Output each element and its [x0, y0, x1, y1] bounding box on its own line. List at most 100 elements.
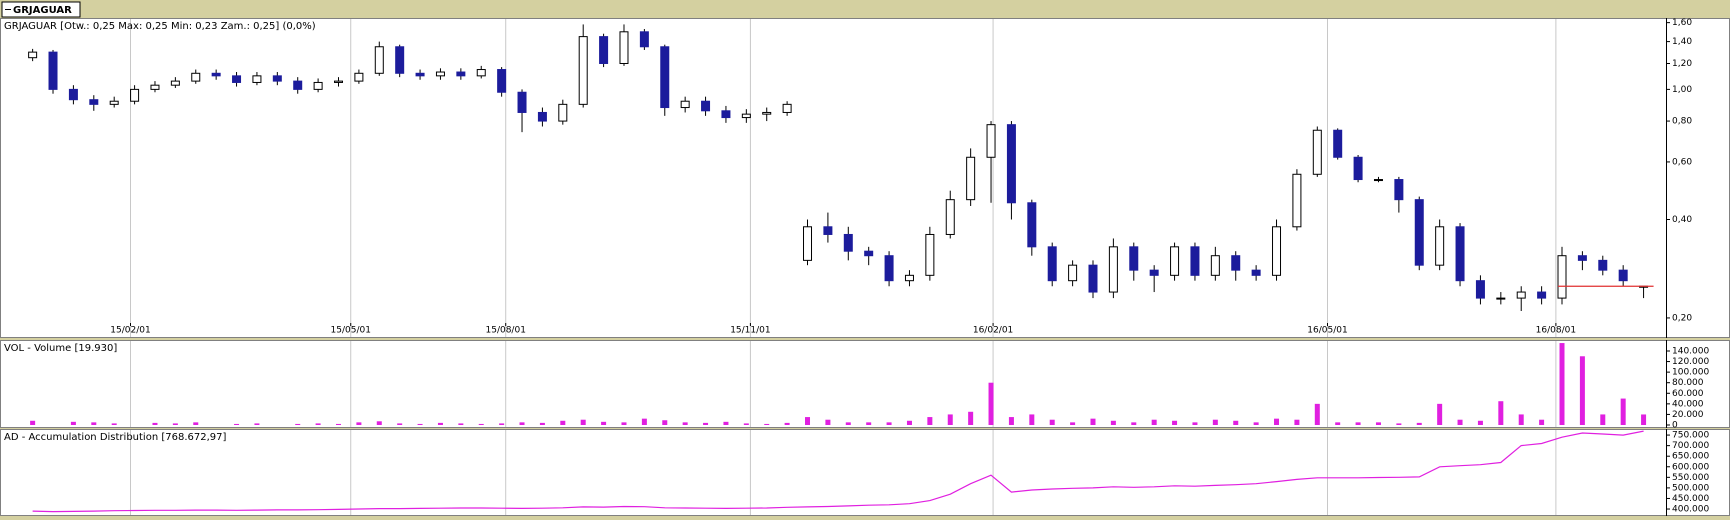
- candle-body: [28, 51, 38, 59]
- volume-bar: [621, 422, 627, 425]
- candle-body: [170, 80, 180, 86]
- volume-bar: [805, 417, 811, 425]
- tab[interactable]: GRJAGUAR: [1, 1, 81, 18]
- candle-body: [1027, 202, 1037, 248]
- candle-body: [211, 72, 221, 77]
- volume-bar: [1253, 422, 1259, 425]
- y-tick-label: 1,60: [1672, 18, 1692, 28]
- candle-body: [1557, 255, 1567, 299]
- candle-body: [1149, 269, 1159, 276]
- candle-body: [272, 75, 282, 82]
- candle-body: [1414, 199, 1424, 266]
- volume-bar: [70, 421, 76, 425]
- y-tick-label: 650.000: [1672, 452, 1709, 462]
- candle-body: [1108, 246, 1118, 293]
- volume-bar: [1335, 422, 1341, 425]
- volume-bar: [560, 420, 566, 425]
- candle-body: [334, 80, 344, 83]
- volume-bar: [1274, 418, 1280, 425]
- candle-body: [48, 51, 58, 90]
- y-tick-label: 0,60: [1672, 157, 1692, 167]
- candle-body: [1292, 173, 1302, 228]
- volume-bar: [947, 414, 953, 425]
- candle-body: [1210, 255, 1220, 276]
- x-tick-label: 15/02/01: [110, 326, 150, 336]
- candle-body: [904, 274, 914, 282]
- volume-bar: [397, 423, 403, 425]
- y-tick-label: 400.000: [1672, 505, 1709, 515]
- candle-body: [313, 81, 323, 90]
- candle-body: [660, 46, 670, 109]
- y-tick-label: 0,20: [1672, 313, 1692, 323]
- volume-bar: [193, 422, 199, 425]
- volume-bar: [111, 423, 117, 425]
- volume-bar: [417, 423, 423, 425]
- candle-body: [130, 88, 140, 102]
- volume-bar: [1070, 422, 1076, 425]
- candle-body: [925, 233, 935, 276]
- candle-body: [1251, 269, 1261, 276]
- y-tick-label: 450.000: [1672, 494, 1709, 504]
- candle-body: [1068, 264, 1078, 282]
- y-tick-label: 0: [1672, 421, 1678, 431]
- volume-bar: [743, 423, 749, 425]
- volume-bar: [1049, 419, 1055, 425]
- volume-bar: [1192, 422, 1198, 425]
- panel-title: AD - Accumulation Distribution [768.672,…: [4, 432, 227, 443]
- volume-bar: [1518, 414, 1524, 425]
- volume-bar: [1090, 418, 1096, 425]
- candle-body: [1435, 226, 1445, 266]
- candle-body: [497, 69, 507, 93]
- x-tick-label: 16/05/01: [1307, 326, 1347, 336]
- candle-body: [1170, 246, 1180, 276]
- x-tick-label: 16/08/01: [1536, 326, 1576, 336]
- tab-box[interactable]: [1, 1, 81, 18]
- volume-bar: [336, 423, 342, 425]
- volume-bar: [1314, 403, 1320, 425]
- candle-body: [435, 71, 445, 77]
- volume-bar: [1579, 356, 1585, 425]
- ad-line: [32, 430, 1644, 513]
- x-tick-label: 15/11/01: [730, 326, 770, 336]
- candle-body: [721, 110, 731, 119]
- candle-body: [1577, 255, 1587, 261]
- candle-body: [537, 111, 547, 122]
- candle-body: [1598, 259, 1608, 271]
- volume-bar: [703, 422, 709, 425]
- volume-bar: [315, 423, 321, 425]
- volume-bar: [825, 419, 831, 425]
- volume-bar: [723, 421, 729, 425]
- candle-body: [782, 103, 792, 113]
- volume-bar: [1172, 420, 1178, 425]
- candle-body: [517, 91, 527, 113]
- candle-body: [1373, 179, 1383, 182]
- candle-body: [619, 31, 629, 64]
- volume-bar: [1437, 403, 1443, 425]
- candle-body: [680, 100, 690, 109]
- volume-bar: [437, 422, 443, 425]
- volume-bar: [172, 423, 178, 425]
- candle-body: [762, 111, 772, 115]
- panel-title: GRJAGUAR [Otw.: 0,25 Max: 0,25 Min: 0,23…: [4, 21, 316, 32]
- y-tick-label: 700.000: [1672, 441, 1709, 451]
- volume-bar: [845, 422, 851, 425]
- y-tick-label: 750.000: [1672, 431, 1709, 441]
- candle-body: [884, 255, 894, 282]
- candle-body: [1537, 291, 1547, 299]
- volume-bar: [1559, 343, 1565, 425]
- candle-body: [476, 69, 486, 77]
- tab-label[interactable]: GRJAGUAR: [13, 5, 72, 16]
- volume-bar: [519, 422, 525, 425]
- volume-bar: [234, 423, 240, 425]
- y-tick-label: 100.000: [1672, 368, 1709, 378]
- volume-bar: [1600, 414, 1606, 425]
- y-tick-label: 1,20: [1672, 59, 1692, 69]
- candle-body: [945, 199, 955, 235]
- y-tick-label: 0,80: [1672, 117, 1692, 127]
- candle-body: [89, 99, 99, 105]
- volume-bar: [968, 411, 974, 425]
- candle-body: [823, 226, 833, 235]
- candle-body: [578, 36, 588, 105]
